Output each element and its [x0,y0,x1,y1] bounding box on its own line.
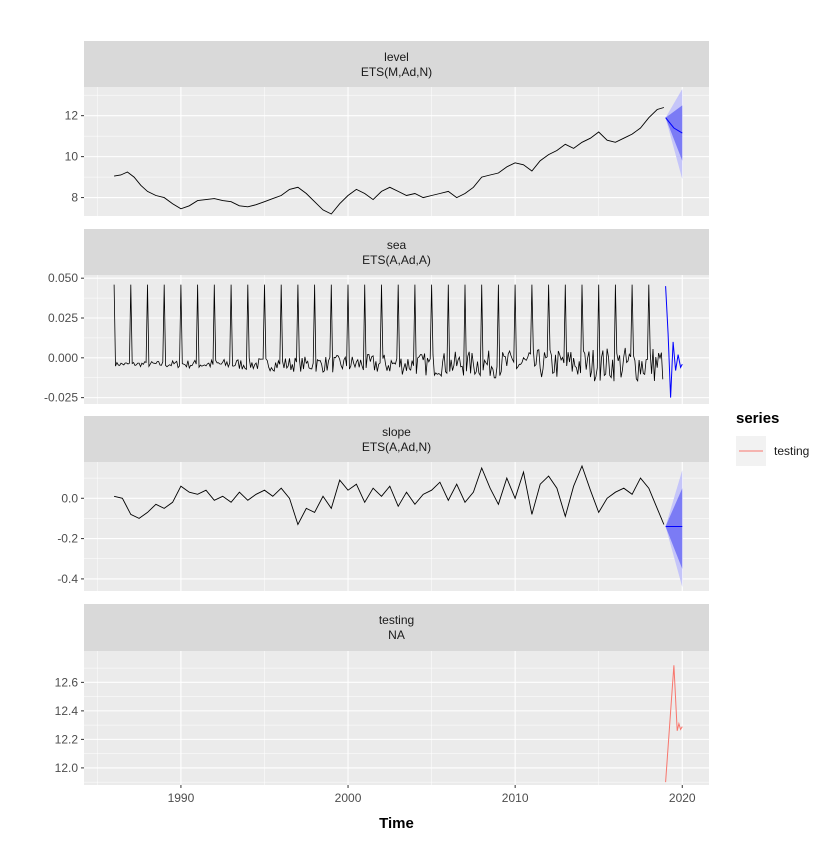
y-tick-label: -0.2 [57,532,78,546]
x-axis-title: Time [379,815,414,832]
x-tick-label: 1990 [168,791,195,805]
panel-strip-level [84,41,709,87]
panel-background-testing [84,651,709,785]
strip-model-testing: NA [388,628,405,642]
y-tick-label: -0.4 [57,572,78,586]
y-tick-label: 12.4 [55,704,79,718]
observed-line-sea [113,284,664,382]
y-tick-label: 12.2 [55,732,79,746]
y-tick-label: 8 [71,191,78,205]
y-tick-label: 0.000 [48,351,78,365]
legend-title: series [736,410,779,427]
strip-model-slope: ETS(A,Ad,N) [362,440,431,454]
observed-line-slope [113,464,665,526]
y-tick-label: 12.0 [55,761,79,775]
panel-background-sea [84,275,709,404]
strip-model-level: ETS(M,Ad,N) [361,65,432,79]
y-tick-label: 10 [65,150,79,164]
forecast-line-sea [665,286,683,398]
forecast-line-level [665,117,683,134]
x-tick-label: 2010 [502,791,529,805]
observed-line-level [114,107,665,215]
y-tick-label: 0.050 [48,271,78,285]
strip-title-sea: sea [387,238,407,252]
y-tick-label: 0.025 [48,311,78,325]
strip-title-slope: slope [382,425,411,439]
prediction-interval-80 [665,488,683,569]
legend-label-testing: testing [774,444,809,458]
strip-model-sea: ETS(A,Ad,A) [362,253,431,267]
panel-strip-testing [84,604,709,651]
panel-strip-sea [84,229,709,275]
testing-line [665,665,683,783]
y-tick-label: 12.6 [55,675,79,689]
strip-title-testing: testing [379,613,414,627]
legend: series testing [736,410,809,466]
panel-background-level [84,87,709,216]
y-tick-label: 0.0 [61,491,78,505]
strip-title-level: level [384,50,409,64]
panel-strip-slope [84,416,709,462]
panel-background-slope [84,462,709,591]
x-tick-label: 2000 [335,791,362,805]
y-tick-label: 12 [65,109,79,123]
prediction-interval-80 [665,105,683,161]
x-tick-label: 2020 [669,791,696,805]
y-tick-label: -0.025 [44,391,78,405]
